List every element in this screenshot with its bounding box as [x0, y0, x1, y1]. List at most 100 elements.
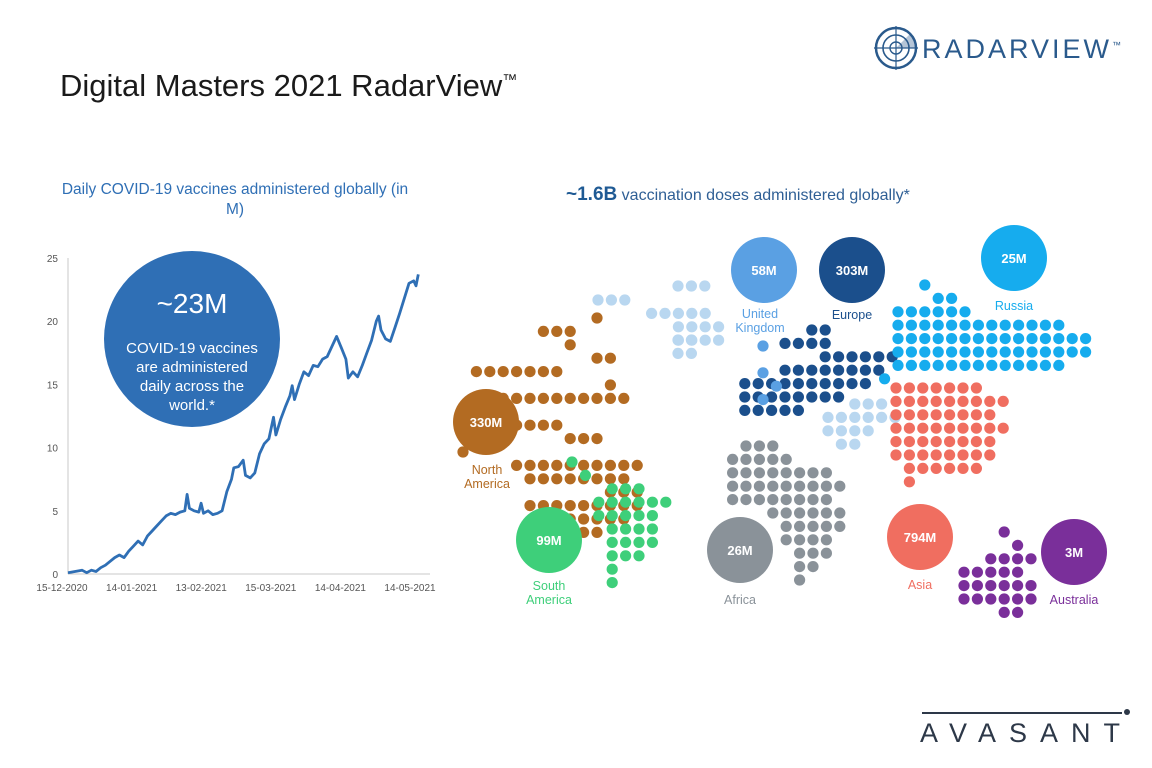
map-dot [740, 480, 752, 492]
map-dot [794, 507, 806, 519]
map-dot [511, 392, 523, 404]
map-dot [846, 351, 858, 363]
map-dot [890, 382, 902, 394]
map-dot [551, 392, 563, 404]
map-dot [551, 459, 563, 471]
map-dot [957, 449, 969, 461]
map-dot [835, 425, 847, 437]
map-dot [1012, 539, 1024, 551]
map-dot [713, 321, 725, 333]
map-dot [944, 382, 956, 394]
map-dot [792, 337, 804, 349]
map-dot [1012, 553, 1024, 565]
map-dot [930, 462, 942, 474]
map-dot [946, 292, 958, 304]
dot-world-map: 58M United Kingdom 303M Europe 25M Russia 330M N… [453, 225, 1107, 618]
map-dot [1013, 346, 1025, 358]
map-dot [917, 409, 929, 421]
map-dot [646, 523, 658, 535]
map-dot [905, 306, 917, 318]
map-dot [606, 563, 618, 575]
map-dot [537, 366, 549, 378]
map-dot [780, 534, 792, 546]
map-dot [930, 395, 942, 407]
dots-asia [890, 382, 1009, 488]
map-dot [946, 306, 958, 318]
africa-value: 26M [727, 543, 752, 558]
map-dot [917, 436, 929, 448]
dots-middle-east [822, 398, 901, 450]
annotation-bubble [104, 251, 280, 427]
map-dot [604, 473, 616, 485]
map-dot [537, 419, 549, 431]
map-dot [984, 409, 996, 421]
map-dot [780, 467, 792, 479]
map-dot [984, 449, 996, 461]
y-tick-label: 25 [47, 254, 59, 265]
avasant-logo-dot [1124, 709, 1130, 715]
map-dot [792, 391, 804, 403]
dots-uk [757, 340, 782, 406]
map-dot [833, 378, 845, 390]
map-dot [859, 351, 871, 363]
map-dot [620, 550, 632, 562]
map-dot [970, 436, 983, 448]
map-dot [739, 391, 751, 403]
map-dot [1025, 593, 1037, 605]
map-dot [917, 395, 929, 407]
map-dot [984, 395, 996, 407]
map-dot [946, 333, 958, 345]
map-dot [646, 536, 658, 548]
map-dot [970, 409, 983, 421]
map-dot [770, 380, 782, 392]
north-america-value: 330M [470, 415, 503, 430]
map-dot [753, 480, 765, 492]
map-dot [997, 422, 1009, 434]
map-dot [794, 561, 806, 573]
map-dot [1053, 359, 1065, 371]
map-dot [905, 346, 917, 358]
annotation-value: ~23M [157, 288, 228, 319]
map-dot [834, 507, 846, 519]
map-dot [903, 422, 915, 434]
map-dot [766, 391, 778, 403]
map-dot [835, 411, 847, 423]
map-dot [740, 440, 752, 452]
map-dot [807, 507, 819, 519]
map-dot [767, 453, 779, 465]
map-dot [633, 496, 645, 508]
map-dot [998, 593, 1010, 605]
map-dot [959, 333, 971, 345]
map-dot [859, 378, 871, 390]
map-dot [806, 378, 818, 390]
map-dot [564, 500, 576, 512]
map-dot [757, 340, 769, 352]
map-dot [779, 364, 791, 376]
map-dot [970, 422, 983, 434]
map-dot [620, 496, 632, 508]
map-dot [605, 294, 617, 306]
map-dot [846, 378, 858, 390]
map-dot [957, 382, 969, 394]
map-dot [633, 536, 645, 548]
map-dot [606, 483, 618, 495]
map-dot [524, 366, 536, 378]
map-dot [903, 436, 915, 448]
map-dot [713, 334, 725, 346]
map-dot [999, 333, 1011, 345]
map-dot [971, 580, 984, 592]
map-dot [932, 346, 944, 358]
map-dot [834, 520, 846, 532]
map-dot [646, 510, 658, 522]
map-dot [1012, 580, 1024, 592]
map-dot [919, 346, 931, 358]
map-dot [930, 409, 942, 421]
map-dot [959, 306, 971, 318]
map-dot [1025, 580, 1037, 592]
x-tick-label: 15-03-2021 [245, 583, 297, 594]
europe-bubble [819, 237, 885, 303]
map-dot [972, 359, 985, 371]
map-dot [890, 436, 902, 448]
map-dot [903, 462, 915, 474]
y-tick-label: 5 [52, 507, 58, 518]
